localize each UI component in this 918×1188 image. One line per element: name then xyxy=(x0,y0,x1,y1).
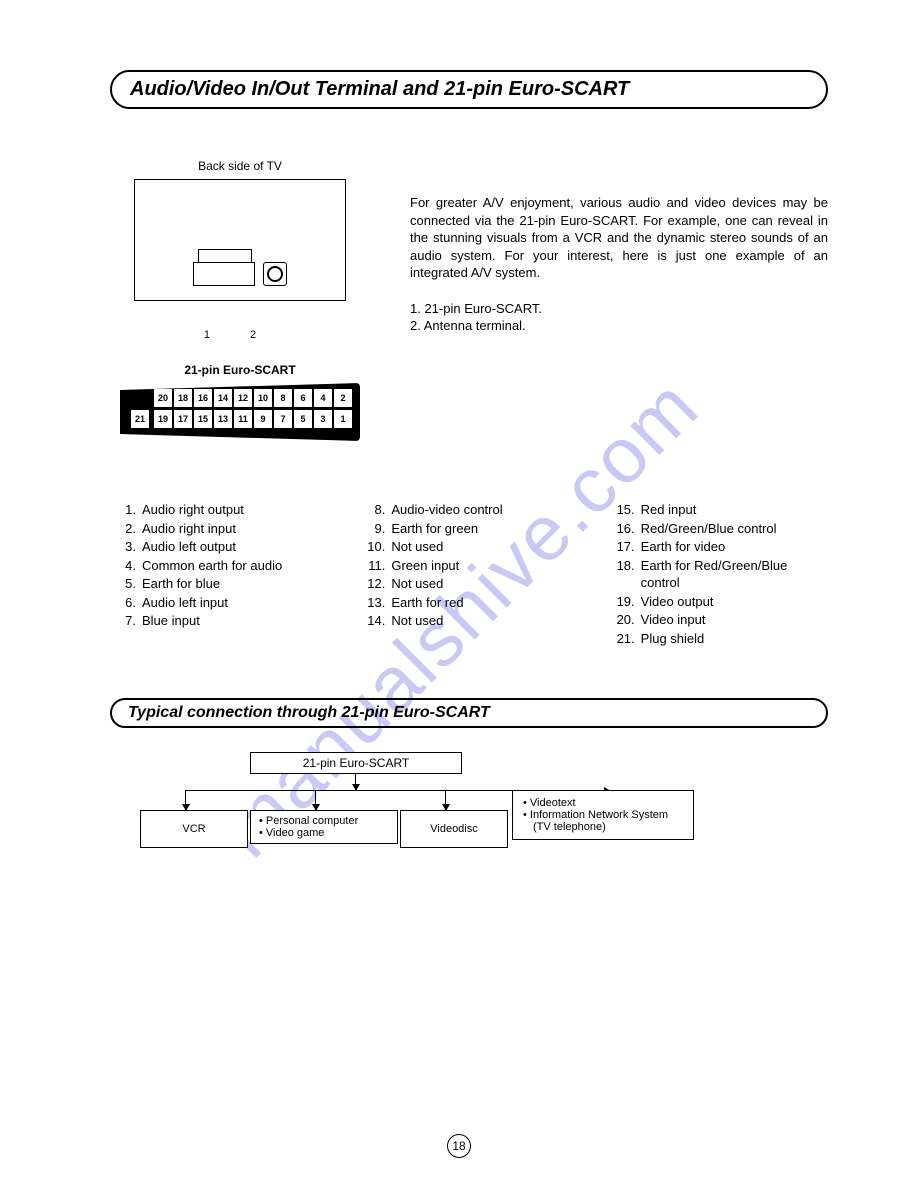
pin: 13 xyxy=(214,410,232,428)
vline-3 xyxy=(445,790,446,810)
pin-def: 6.Audio left input xyxy=(110,594,329,612)
intro-text: For greater A/V enjoyment, various audio… xyxy=(410,159,828,441)
pin-row-bottom: 21 191715131197531 xyxy=(124,410,352,428)
section-title-1: Audio/Video In/Out Terminal and 21-pin E… xyxy=(110,70,828,109)
section-title-2: Typical connection through 21-pin Euro-S… xyxy=(110,698,828,728)
pin-def: 15.Red input xyxy=(609,501,828,519)
pin: 3 xyxy=(314,410,332,428)
box-vcr: VCR xyxy=(140,810,248,848)
tv-caption: Back side of TV xyxy=(110,159,370,173)
pin-def: 21.Plug shield xyxy=(609,630,828,648)
pin: 11 xyxy=(234,410,252,428)
box-videodisc: Videodisc xyxy=(400,810,508,848)
page-number: 18 xyxy=(447,1134,471,1158)
pin: 5 xyxy=(294,410,312,428)
pin: 20 xyxy=(154,389,172,407)
pin-definitions: 1.Audio right output2.Audio right input3… xyxy=(110,501,828,648)
pin: 17 xyxy=(174,410,192,428)
lead-labels: 12 xyxy=(110,329,370,341)
tv-box xyxy=(134,179,346,301)
pin: 1 xyxy=(334,410,352,428)
lead-1: 1 xyxy=(204,329,250,341)
page: Audio/Video In/Out Terminal and 21-pin E… xyxy=(0,0,918,912)
pin: 7 xyxy=(274,410,292,428)
pin-def: 17.Earth for video xyxy=(609,538,828,556)
legend-2: 2. Antenna terminal. xyxy=(410,317,828,335)
pin: 21 xyxy=(131,410,149,428)
lead-2: 2 xyxy=(250,329,296,341)
pin-def: 18.Earth for Red/Green/Blue control xyxy=(609,557,828,592)
tv-diagram: Back side of TV 12 21-pin Euro-SCART 201… xyxy=(110,159,370,441)
pin-col-1: 1.Audio right output2.Audio right input3… xyxy=(110,501,329,648)
pin: 12 xyxy=(234,389,252,407)
pin: 16 xyxy=(194,389,212,407)
vline-1 xyxy=(185,790,186,810)
pin-def: 11.Green input xyxy=(359,557,578,575)
scart-label: 21-pin Euro-SCART xyxy=(110,363,370,377)
pin: 2 xyxy=(334,389,352,407)
title-1-text: Audio/Video In/Out Terminal and 21-pin E… xyxy=(130,78,808,101)
pin-def: 12.Not used xyxy=(359,575,578,593)
pin: 19 xyxy=(154,410,172,428)
pin: 10 xyxy=(254,389,272,407)
title-2-text: Typical connection through 21-pin Euro-S… xyxy=(128,704,810,722)
box-vt-line1: Videotext xyxy=(523,797,683,809)
pin-def: 13.Earth for red xyxy=(359,594,578,612)
antenna-icon xyxy=(263,262,287,286)
pin: 8 xyxy=(274,389,292,407)
pin: 14 xyxy=(214,389,232,407)
pin: 18 xyxy=(174,389,192,407)
tv-sockets xyxy=(193,262,287,286)
pin-col-3: 15.Red input16.Red/Green/Blue control17.… xyxy=(609,501,828,648)
box-videotext: Videotext Information Network System (TV… xyxy=(512,790,694,840)
intro-paragraph: For greater A/V enjoyment, various audio… xyxy=(410,194,828,282)
pin-def: 4.Common earth for audio xyxy=(110,557,329,575)
pin: 9 xyxy=(254,410,272,428)
connection-diagram: 21-pin Euro-SCART VCR Personal computer … xyxy=(140,752,798,872)
pin-def: 1.Audio right output xyxy=(110,501,329,519)
pin-col-2: 8.Audio-video control9.Earth for green10… xyxy=(359,501,578,648)
pin-def: 14.Not used xyxy=(359,612,578,630)
vline-2 xyxy=(315,790,316,810)
pin: 6 xyxy=(294,389,312,407)
pin-def: 20.Video input xyxy=(609,611,828,629)
pin-def: 16.Red/Green/Blue control xyxy=(609,520,828,538)
box-pc-line1: Personal computer xyxy=(259,815,389,827)
pin-row-top: 2018161412108642 xyxy=(124,389,352,407)
legend-1: 1. 21-pin Euro-SCART. xyxy=(410,300,828,318)
conn-top-box: 21-pin Euro-SCART xyxy=(250,752,462,774)
pin-def: 8.Audio-video control xyxy=(359,501,578,519)
pin-def: 9.Earth for green xyxy=(359,520,578,538)
box-pc-line2: Video game xyxy=(259,827,389,839)
box-pc: Personal computer Video game xyxy=(250,810,398,844)
box-vt-line2: Information Network System xyxy=(523,809,683,821)
pin: 15 xyxy=(194,410,212,428)
pin-def: 7.Blue input xyxy=(110,612,329,630)
top-row: Back side of TV 12 21-pin Euro-SCART 201… xyxy=(110,159,828,441)
pin-def: 2.Audio right input xyxy=(110,520,329,538)
pin: 4 xyxy=(314,389,332,407)
scart-connector: 2018161412108642 21 191715131197531 xyxy=(120,383,360,441)
box-vt-line3: (TV telephone) xyxy=(523,821,683,833)
vline-top xyxy=(355,774,356,790)
scart-mini-icon xyxy=(193,262,255,286)
pin-def: 3.Audio left output xyxy=(110,538,329,556)
pin-def: 19.Video output xyxy=(609,593,828,611)
pin-def: 10.Not used xyxy=(359,538,578,556)
pin-def: 5.Earth for blue xyxy=(110,575,329,593)
